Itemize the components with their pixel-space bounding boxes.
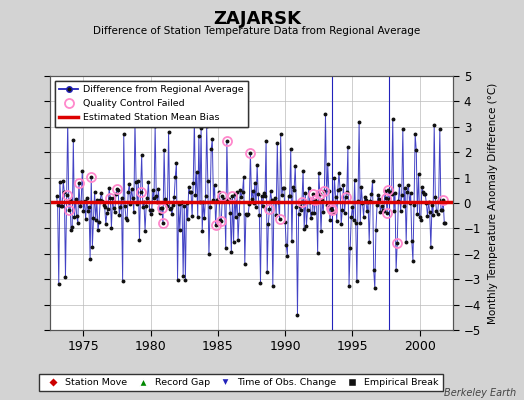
Text: Difference of Station Temperature Data from Regional Average: Difference of Station Temperature Data f… <box>93 26 420 36</box>
Y-axis label: Monthly Temperature Anomaly Difference (°C): Monthly Temperature Anomaly Difference (… <box>488 82 498 324</box>
Text: Berkeley Earth: Berkeley Earth <box>444 388 516 398</box>
Text: ZAJARSK: ZAJARSK <box>213 10 301 28</box>
Legend: Difference from Regional Average, Quality Control Failed, Estimated Station Mean: Difference from Regional Average, Qualit… <box>54 81 248 127</box>
Legend: Station Move, Record Gap, Time of Obs. Change, Empirical Break: Station Move, Record Gap, Time of Obs. C… <box>39 374 443 391</box>
